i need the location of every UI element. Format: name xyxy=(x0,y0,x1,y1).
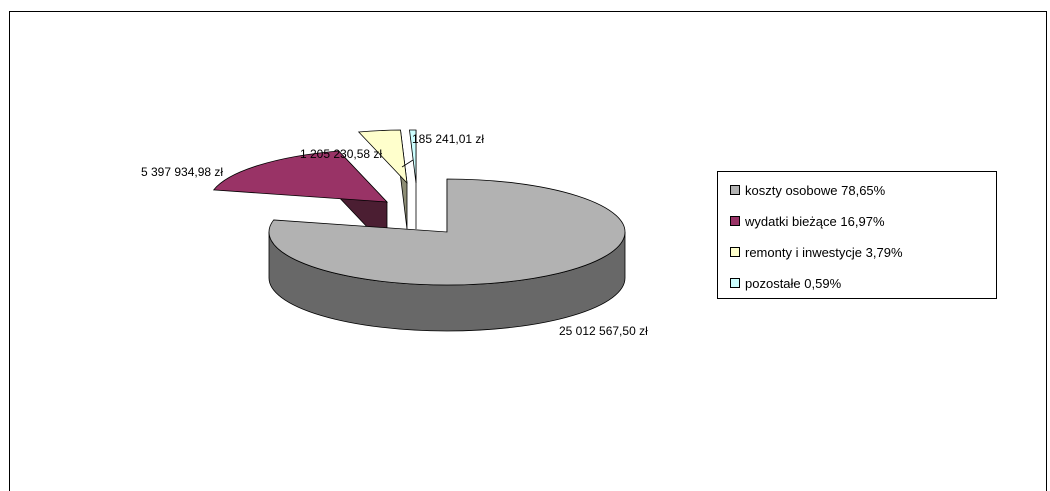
legend: koszty osobowe 78,65% wydatki bieżące 16… xyxy=(717,171,997,299)
leader-line xyxy=(401,159,414,168)
legend-label: pozostałe xyxy=(745,275,801,291)
legend-swatch xyxy=(730,185,740,195)
data-label: 185 241,01 zł xyxy=(412,132,484,146)
legend-swatch xyxy=(730,216,740,226)
legend-percent: 3,79% xyxy=(865,244,903,260)
data-label: 5 397 934,98 zł xyxy=(141,165,223,179)
legend-label: remonty i inwestycje xyxy=(745,244,863,260)
legend-percent: 16,97% xyxy=(840,213,885,229)
data-label: 1 205 230,58 zł xyxy=(300,147,382,161)
slice-koszty-osobowe xyxy=(268,178,626,286)
legend-swatch xyxy=(730,247,740,257)
slice-remonty-i-inwestycje xyxy=(357,129,408,185)
chart-area xyxy=(9,11,1047,491)
legend-percent: 0,59% xyxy=(804,275,842,291)
legend-item-pozostale: pozostałe 0,59% xyxy=(730,275,841,291)
legend-percent: 78,65% xyxy=(841,182,886,198)
legend-swatch xyxy=(730,278,740,288)
legend-item-koszty-osobowe: koszty osobowe 78,65% xyxy=(730,182,885,198)
data-label: 25 012 567,50 zł xyxy=(559,324,648,338)
legend-label: koszty osobowe xyxy=(745,182,838,198)
slice-pozostałe xyxy=(409,129,417,184)
legend-label: wydatki bieżące xyxy=(745,213,837,229)
slice-wydatki-bieżące xyxy=(212,150,388,203)
legend-item-remonty-i-inwestycje: remonty i inwestycje 3,79% xyxy=(730,244,903,260)
legend-item-wydatki-biezace: wydatki bieżące 16,97% xyxy=(730,213,885,229)
